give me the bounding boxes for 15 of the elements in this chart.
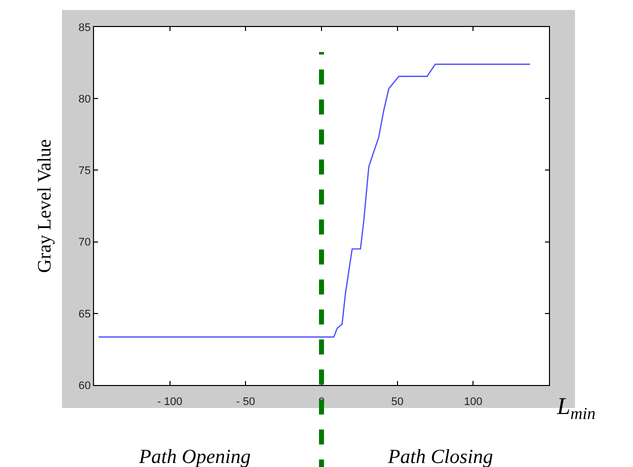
text: Path Closing [387,446,494,467]
y-tick-label: 60 [78,380,91,392]
y-tick-label: 65 [78,308,91,320]
y-tick-label: 70 [78,236,91,249]
y-tick-label: 85 [78,22,91,34]
x-tick-label: - 50 [236,396,256,408]
x-tick-label: 100 [464,396,482,408]
line-series [98,64,531,338]
x-axis-title: L$_{min}$ [556,394,596,424]
y-tick-label: 80 [78,93,91,106]
y-axis-title: Gray Level Value [34,139,56,273]
y-tick-label: 75 [78,165,91,178]
x-tick-label: - 100 [157,396,182,408]
x-tick-label: 50 [391,396,404,408]
text: Path Opening [138,446,251,467]
